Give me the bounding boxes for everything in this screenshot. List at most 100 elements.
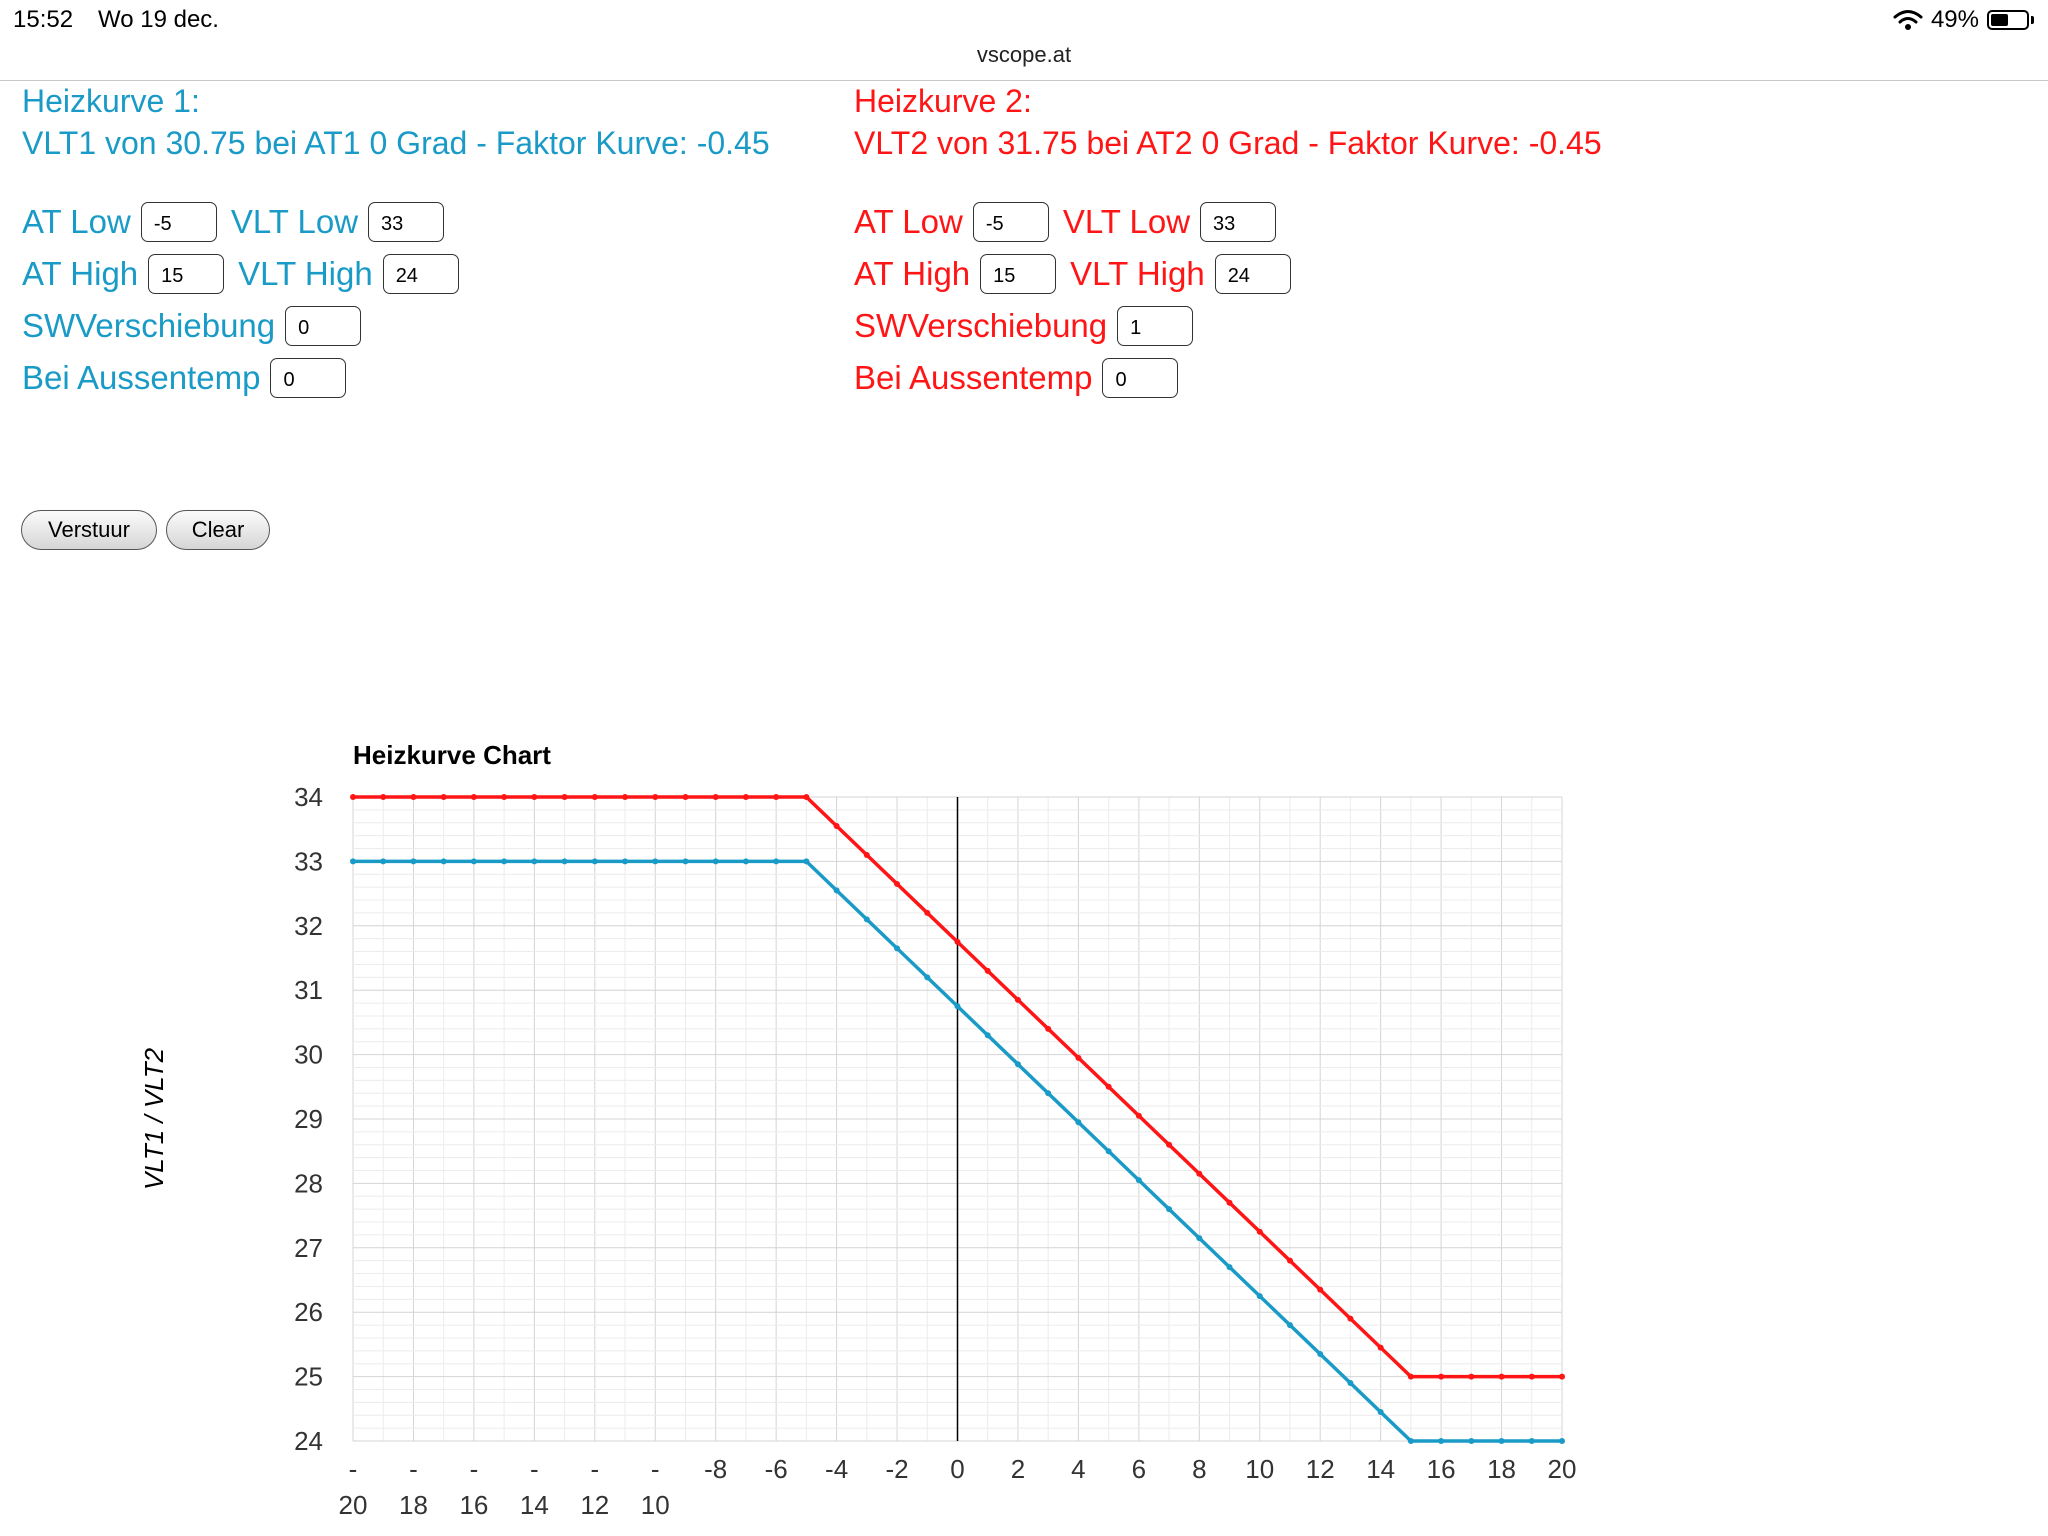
vlt-high-input-2[interactable]: 24 [1214, 254, 1291, 294]
series-point-2 [1196, 1235, 1203, 1242]
series-point-1 [954, 938, 961, 945]
series-point-1 [1528, 1373, 1535, 1380]
series-point-2 [1014, 1061, 1021, 1068]
aussentemp-label: Bei Aussentemp [854, 359, 1093, 396]
y-tick-label: 32 [294, 911, 323, 941]
series-point-2 [531, 858, 538, 865]
x-tick-label: 4 [1071, 1454, 1085, 1484]
heizkurve-2-summary: VLT2 von 31.75 bei AT2 0 Grad - Faktor K… [854, 125, 1602, 161]
address-bar[interactable]: vscope.at [0, 40, 2048, 81]
x-tick-label: - [409, 1454, 418, 1484]
heizkurve-2-panel: Heizkurve 2: VLT2 von 31.75 bei AT2 0 Gr… [854, 80, 1602, 398]
series-point-2 [1317, 1351, 1324, 1358]
x-tick-label: - [651, 1454, 660, 1484]
series-point-2 [380, 858, 387, 865]
at-low-input-2[interactable]: -5 [972, 202, 1049, 242]
heizkurve-1-summary: VLT1 von 30.75 bei AT1 0 Grad - Faktor K… [22, 125, 770, 161]
vlt-high-label: VLT High [1070, 255, 1205, 292]
chart-title: Heizkurve Chart [353, 740, 551, 770]
series-point-1 [440, 794, 447, 800]
series-point-1 [652, 794, 659, 800]
vlt-low-input-2[interactable]: 33 [1200, 202, 1277, 242]
series-point-1 [833, 822, 840, 829]
series-point-1 [1196, 1170, 1203, 1177]
url-text: vscope.at [976, 42, 1072, 67]
x-tick-label: 18 [1487, 1454, 1516, 1484]
vlt-high-input-1[interactable]: 24 [382, 254, 459, 294]
aussentemp-input-2[interactable]: 0 [1102, 358, 1179, 398]
y-tick-label: 25 [294, 1362, 323, 1392]
at-high-input-2[interactable]: 15 [980, 254, 1057, 294]
series-point-2 [1377, 1409, 1384, 1416]
heizkurve-1-panel: Heizkurve 1: VLT1 von 30.75 bei AT1 0 Gr… [22, 80, 770, 398]
clear-button[interactable]: Clear [166, 510, 270, 550]
x-tick-label: 10 [1245, 1454, 1274, 1484]
series-point-1 [1256, 1228, 1263, 1235]
wifi-icon [1893, 10, 1923, 30]
y-tick-label: 30 [294, 1040, 323, 1070]
battery-percent: 49% [1930, 6, 1979, 33]
series-point-1 [1498, 1373, 1505, 1380]
aussentemp-input-1[interactable]: 0 [270, 358, 347, 398]
x-tick-label: 16 [459, 1490, 488, 1520]
series-point-2 [742, 858, 749, 865]
y-tick-label: 26 [294, 1297, 323, 1327]
series-point-1 [863, 851, 870, 858]
series-point-2 [954, 1003, 961, 1010]
y-axis-label: VLT1 / VLT2 [139, 1047, 169, 1190]
series-point-1 [1377, 1344, 1384, 1351]
series-point-1 [712, 794, 719, 800]
sw-verschiebung-input-2[interactable]: 1 [1117, 306, 1194, 346]
status-right: 49% [1893, 6, 2034, 34]
x-tick-label: -4 [825, 1454, 848, 1484]
y-tick-label: 33 [294, 846, 323, 876]
status-date: Wo 19 dec. [98, 6, 219, 33]
series-point-1 [682, 794, 689, 800]
series-point-1 [1166, 1141, 1173, 1148]
series-point-2 [1438, 1438, 1445, 1444]
series-point-1 [1045, 1025, 1052, 1032]
series-point-1 [803, 794, 810, 800]
series-point-2 [1286, 1322, 1293, 1329]
series-point-2 [1528, 1438, 1535, 1444]
series-point-2 [1105, 1148, 1112, 1155]
at-low-label: AT Low [854, 203, 963, 240]
x-tick-label: 2 [1011, 1454, 1025, 1484]
series-point-2 [470, 858, 477, 865]
series-point-1 [622, 794, 629, 800]
series-point-2 [410, 858, 417, 865]
y-tick-label: 29 [294, 1104, 323, 1134]
series-point-2 [1166, 1206, 1173, 1213]
series-point-2 [622, 858, 629, 865]
x-tick-label: -8 [704, 1454, 727, 1484]
at-low-input-1[interactable]: -5 [140, 202, 217, 242]
series-point-1 [1317, 1286, 1324, 1293]
x-tick-label: 12 [1306, 1454, 1335, 1484]
heizkurve-2-title: Heizkurve 2: [854, 83, 1032, 119]
series-point-1 [1135, 1112, 1142, 1119]
series-point-2 [561, 858, 568, 865]
sw-verschiebung-input-1[interactable]: 0 [285, 306, 362, 346]
vlt-low-label: VLT Low [1062, 203, 1191, 240]
x-tick-label: -2 [885, 1454, 908, 1484]
series-point-1 [531, 794, 538, 800]
series-point-1 [501, 794, 508, 800]
series-point-1 [410, 794, 417, 800]
vlt-low-input-1[interactable]: 33 [368, 202, 445, 242]
series-point-2 [1226, 1264, 1233, 1271]
series-point-2 [863, 916, 870, 923]
at-low-label: AT Low [22, 203, 131, 240]
at-high-input-1[interactable]: 15 [148, 254, 225, 294]
x-tick-label: 20 [339, 1490, 368, 1520]
series-point-2 [712, 858, 719, 865]
x-tick-label: -6 [765, 1454, 788, 1484]
vlt-high-label: VLT High [238, 255, 373, 292]
verstuur-button[interactable]: Verstuur [21, 510, 157, 550]
series-point-1 [742, 794, 749, 800]
series-point-1 [984, 967, 991, 974]
at-high-label: AT High [854, 255, 971, 292]
series-point-2 [682, 858, 689, 865]
x-tick-label: 16 [1427, 1454, 1456, 1484]
status-bar: 15:52 Wo 19 dec. 49% [0, 0, 2048, 40]
